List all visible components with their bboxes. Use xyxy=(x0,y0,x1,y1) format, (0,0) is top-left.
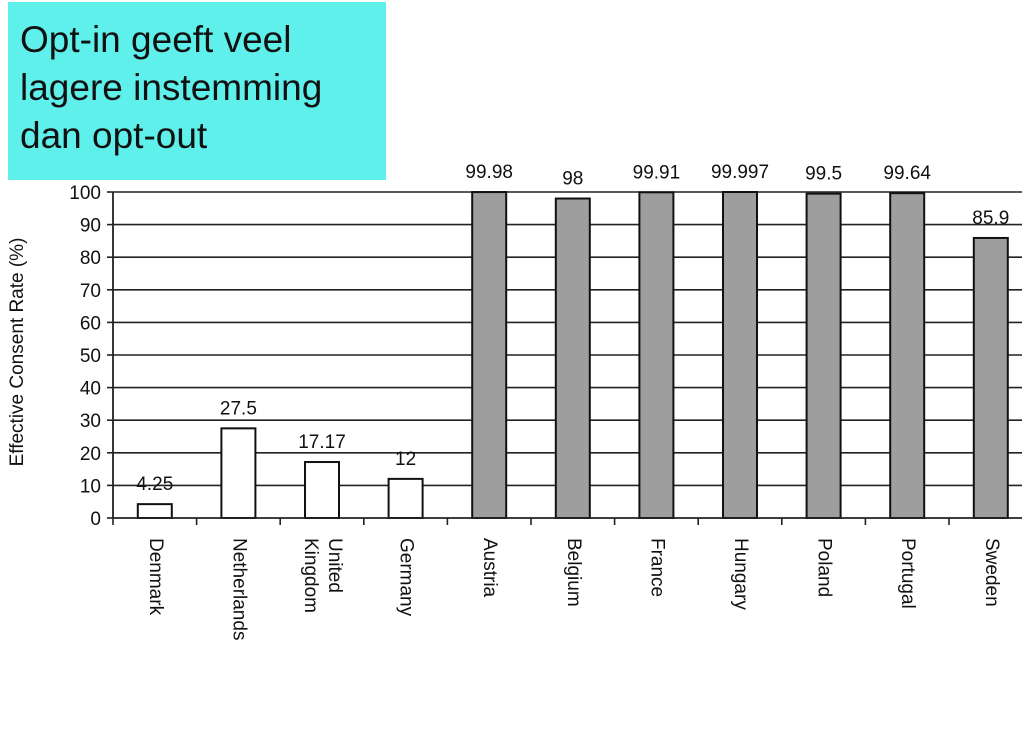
x-tick-label: Portugal xyxy=(897,538,918,609)
data-label: 99.5 xyxy=(805,164,842,185)
x-tick-label: Austria xyxy=(479,538,500,598)
data-label: 17.17 xyxy=(298,432,346,453)
bar xyxy=(972,236,1009,519)
y-tick-label: 30 xyxy=(80,411,101,432)
bar xyxy=(554,197,591,520)
y-tick-label: 90 xyxy=(80,216,101,237)
x-tick-label: Belgium xyxy=(563,538,584,607)
y-tick-label: 60 xyxy=(80,313,101,334)
y-tick-label: 20 xyxy=(80,444,101,465)
x-tick-label: Sweden xyxy=(981,538,1002,607)
data-label: 99.91 xyxy=(633,162,681,183)
x-tick-label: Denmark xyxy=(145,538,166,616)
data-label: 27.5 xyxy=(220,398,257,419)
bar xyxy=(722,191,758,520)
bar xyxy=(136,503,173,519)
bar xyxy=(304,461,340,519)
x-tick-label: Kingdom xyxy=(300,538,321,613)
data-labels: 4.25 27.5 17.17 12 99.98 98 99.91 99.997 99.5 99.… xyxy=(136,162,1009,495)
bar xyxy=(471,191,508,520)
y-tick-label: 80 xyxy=(80,248,101,269)
data-label: 4.25 xyxy=(136,474,173,495)
axes: 0 10 20 30 40 50 60 70 80 90 100 Denmark Netherlands… xyxy=(69,183,1022,640)
bar xyxy=(220,427,257,520)
x-tick-label: Netherlands xyxy=(228,538,249,640)
data-label: 85.9 xyxy=(972,208,1009,229)
x-tick-label: Poland xyxy=(814,538,835,597)
data-label: 98 xyxy=(562,169,583,190)
data-label: 99.98 xyxy=(465,162,513,183)
y-tick-label: 100 xyxy=(69,183,101,204)
y-tick-label: 40 xyxy=(80,379,101,400)
x-tick-label: Hungary xyxy=(730,538,751,610)
y-tick-label: 0 xyxy=(90,509,101,530)
y-tick-label: 50 xyxy=(80,346,101,367)
y-tick-label: 10 xyxy=(80,476,101,497)
data-label: 12 xyxy=(395,449,416,470)
x-tick-label: United xyxy=(324,538,345,593)
x-tick-label: France xyxy=(646,538,667,597)
slide-callout: Opt-in geeft veel lagere instemming dan … xyxy=(8,2,386,180)
bar xyxy=(387,477,424,520)
data-label: 99.997 xyxy=(711,162,769,183)
y-axis-title: Effective Consent Rate (%) xyxy=(7,238,28,467)
bar xyxy=(805,192,842,519)
y-tick-label: 70 xyxy=(80,281,101,302)
bar xyxy=(889,192,926,519)
x-tick-label: Germany xyxy=(396,538,417,617)
data-label: 99.64 xyxy=(883,163,931,184)
bar xyxy=(638,191,675,519)
